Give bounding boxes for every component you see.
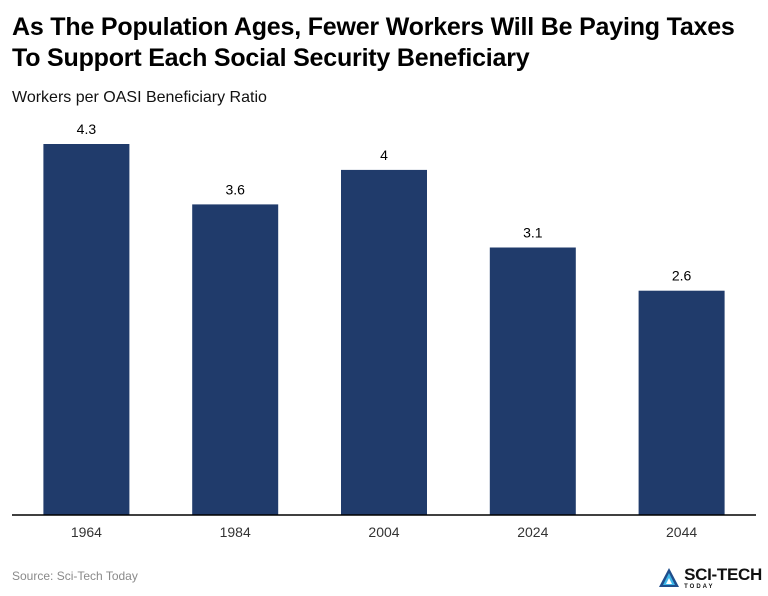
brand-logo: SCI-TECH TODAY (658, 566, 762, 590)
bar-1964 (43, 144, 130, 515)
source-note: Source: Sci-Tech Today (12, 569, 138, 583)
data-label-2044: 2.6 (672, 268, 692, 284)
x-tick-label-1984: 1984 (220, 524, 251, 540)
logo-main-text: SCI-TECH (684, 565, 762, 584)
x-tick-label-1964: 1964 (71, 524, 102, 540)
bar-2044 (638, 290, 725, 515)
bar-2004 (341, 169, 427, 515)
data-label-1964: 4.3 (77, 121, 97, 137)
bar-2024 (489, 247, 576, 515)
logo-triangle-icon (659, 568, 680, 587)
chart-title: As The Population Ages, Fewer Workers Wi… (12, 13, 735, 72)
data-label-2024: 3.1 (523, 225, 543, 241)
x-tick-label-2024: 2024 (517, 524, 548, 540)
data-label-2004: 4 (380, 147, 388, 163)
bar-1984 (192, 204, 279, 515)
x-tick-label-2004: 2004 (368, 524, 399, 540)
x-tick-label-2044: 2044 (666, 524, 697, 540)
data-label-1984: 3.6 (225, 181, 245, 197)
logo-sub-text: TODAY (684, 584, 715, 590)
chart-subtitle: Workers per OASI Beneficiary Ratio (12, 89, 267, 106)
